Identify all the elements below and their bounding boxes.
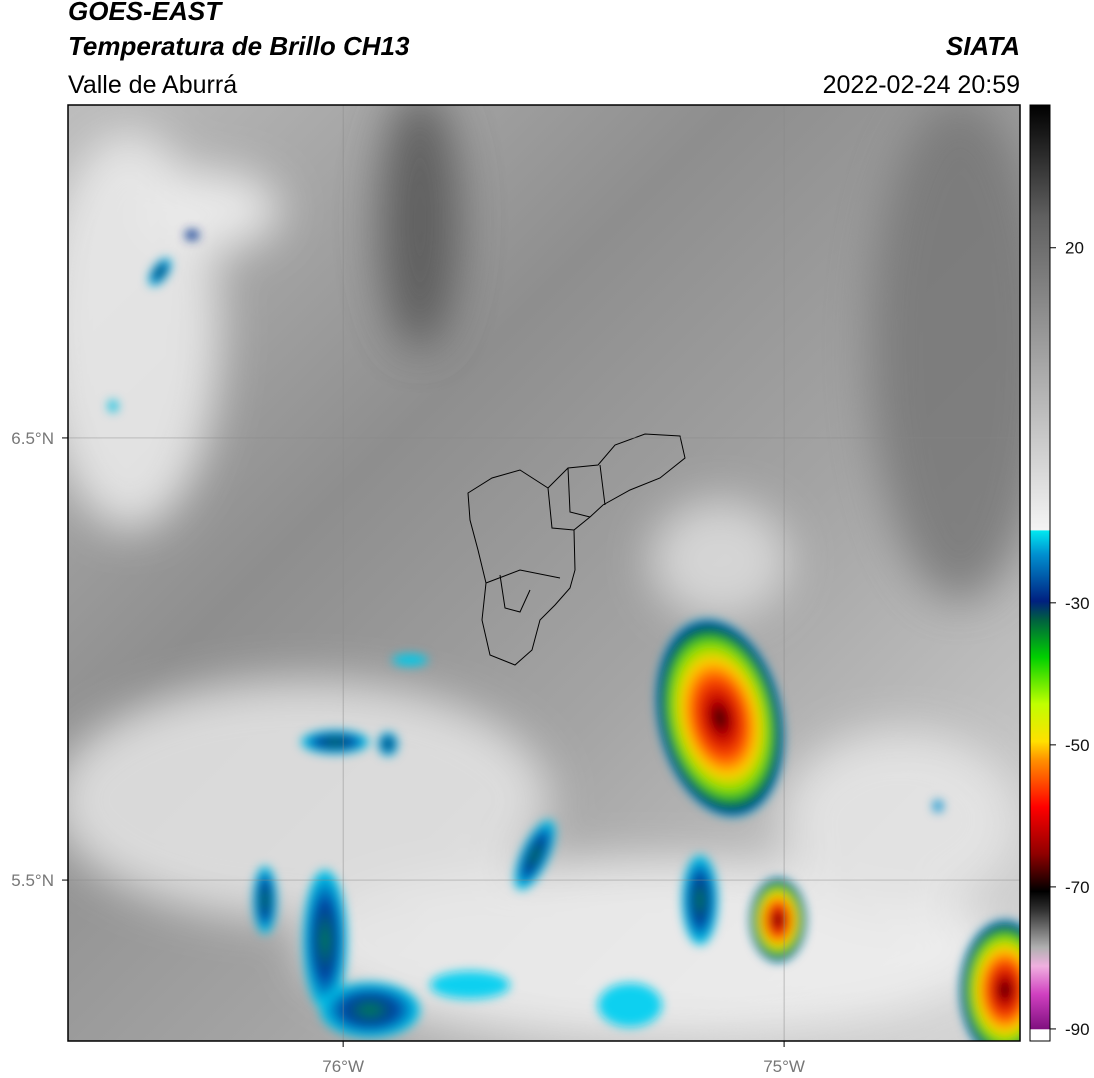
region: Valle de Aburrá (68, 71, 237, 99)
graticule (68, 105, 1020, 1041)
title: GOES-EAST (68, 0, 223, 26)
x-tick-label: 75°W (763, 1057, 805, 1076)
source: SIATA (946, 31, 1020, 61)
datetime: 2022-02-24 20:59 (823, 71, 1020, 99)
y-tick-label: 6.5°N (11, 429, 54, 448)
colorbar-tick-label: -90 (1065, 1020, 1090, 1039)
subtitle: Temperatura de Brillo CH13 (68, 31, 410, 61)
satellite-image (68, 105, 1020, 1041)
x-tick-label: 76°W (322, 1057, 364, 1076)
colorbar (1029, 104, 1051, 1042)
colorbar-tick-label: -50 (1065, 736, 1090, 755)
colorbar-tick-label: 20 (1065, 239, 1084, 258)
colorbar-tick-label: -70 (1065, 878, 1090, 897)
y-tick-label: 5.5°N (11, 871, 54, 890)
map-frame (67, 104, 1021, 1042)
colorbar-tick-label: -30 (1065, 594, 1090, 613)
